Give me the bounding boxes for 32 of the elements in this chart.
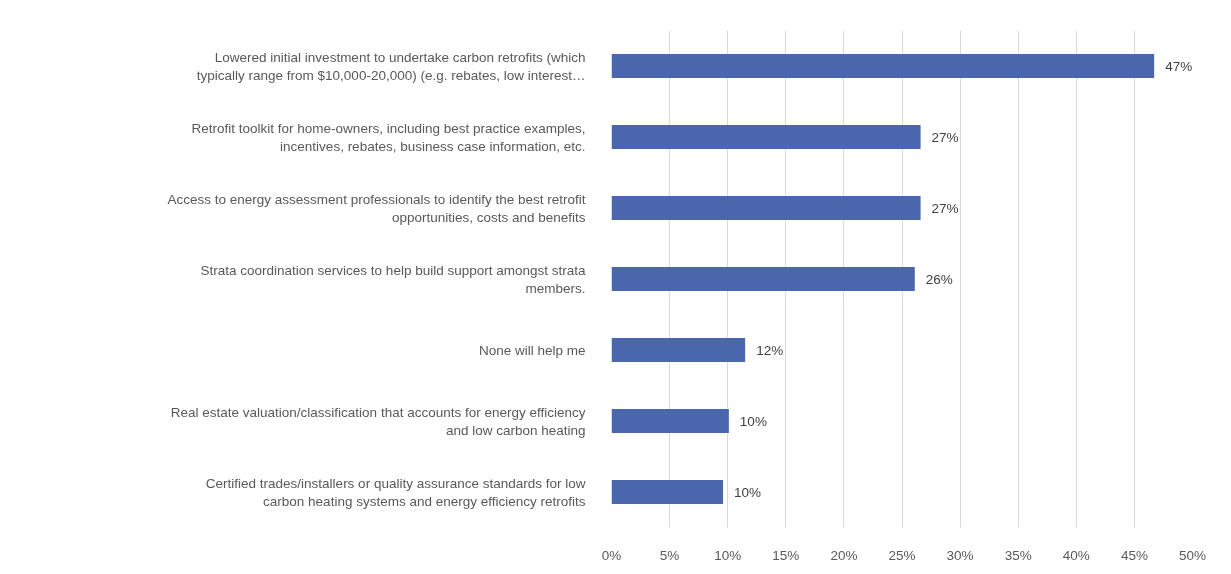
x-tick-label: 35% bbox=[1004, 547, 1032, 563]
bar bbox=[611, 408, 729, 434]
x-tick-label: 15% bbox=[772, 547, 800, 563]
x-tick-label: 45% bbox=[1120, 547, 1148, 563]
bar bbox=[611, 124, 921, 150]
y-tick-label: Certified trades/installers or quality assurance standards for low carbon heating systems and energy efficiency retrofits bbox=[205, 475, 586, 509]
x-tick-label: 25% bbox=[888, 547, 916, 563]
bar bbox=[611, 266, 915, 292]
bar bbox=[611, 479, 724, 505]
x-tick-label: 0% bbox=[601, 547, 622, 563]
data-label: 27% bbox=[931, 200, 959, 216]
bar bbox=[611, 337, 746, 363]
y-tick-label: Lowered initial investment to undertake carbon retrofits (which typically range from $10,000-20,000) (e.g. rebates, low interest… bbox=[196, 49, 586, 83]
y-tick-label: Retrofit toolkit for home-owners, including best practice examples, incentives, rebates, business case information, etc. bbox=[191, 120, 586, 154]
y-tick-label: Real estate valuation/classification that accounts for energy efficiency and low carbon heating bbox=[170, 404, 586, 438]
data-label: 27% bbox=[931, 129, 959, 145]
x-tick-label: 5% bbox=[659, 547, 680, 563]
x-tick-label: 40% bbox=[1062, 547, 1090, 563]
x-tick-label: 50% bbox=[1178, 547, 1207, 563]
data-label: 47% bbox=[1165, 58, 1193, 74]
y-tick-label: None will help me bbox=[478, 342, 586, 358]
data-label: 10% bbox=[739, 413, 767, 429]
bar bbox=[611, 195, 921, 221]
x-tick-label: 30% bbox=[946, 547, 974, 563]
bar bbox=[611, 53, 1155, 79]
data-label: 12% bbox=[756, 342, 784, 358]
x-tick-label: 10% bbox=[714, 547, 742, 563]
data-label: 26% bbox=[925, 271, 953, 287]
data-label: 10% bbox=[734, 484, 762, 500]
y-tick-label: Strata coordination services to help build support amongst strata members. bbox=[200, 262, 586, 296]
x-tick-label: 20% bbox=[830, 547, 858, 563]
y-tick-label: Access to energy assessment professionals to identify the best retrofit opportunities, costs and benefits bbox=[167, 191, 586, 225]
